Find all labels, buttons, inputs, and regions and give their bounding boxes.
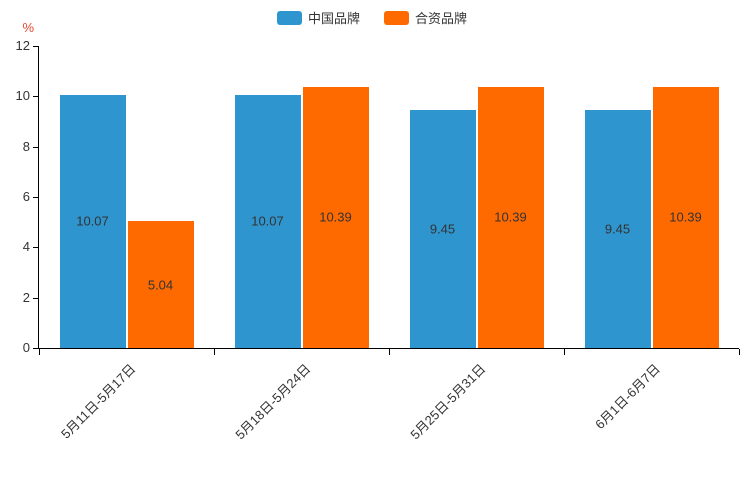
x-tick-mark bbox=[214, 349, 215, 355]
y-tick-mark bbox=[33, 96, 38, 98]
x-axis-label: 6月1日-6月7日 bbox=[592, 361, 664, 433]
bar-value-label: 9.45 bbox=[429, 221, 456, 237]
y-tick-label: 12 bbox=[15, 38, 30, 53]
x-axis-label: 5月11日-5月17日 bbox=[57, 361, 139, 442]
bar-value-label: 10.07 bbox=[76, 213, 109, 229]
y-tick-label: 0 bbox=[22, 340, 30, 355]
x-tick-mark bbox=[739, 349, 740, 355]
y-tick-label: 10 bbox=[15, 88, 30, 104]
y-tick-mark bbox=[33, 146, 38, 148]
bar-joint-venture-brand[interactable]: 5.04 bbox=[127, 221, 194, 348]
y-tick-label: 4 bbox=[22, 239, 30, 255]
legend-swatch-joint-venture-brand-icon bbox=[384, 10, 409, 25]
bar-china-brand[interactable]: 10.07 bbox=[59, 94, 126, 348]
y-tick-label: 6 bbox=[22, 189, 30, 204]
x-tick-mark bbox=[389, 349, 390, 355]
bar-china-brand[interactable]: 9.45 bbox=[409, 110, 476, 348]
legend-item-joint-venture-brand[interactable]: 合资品牌 bbox=[384, 8, 467, 27]
bar-value-label: 9.45 bbox=[604, 221, 631, 237]
bar-value-label: 10.39 bbox=[669, 209, 702, 225]
legend-label-joint-venture-brand: 合资品牌 bbox=[415, 11, 468, 26]
x-tick-mark bbox=[39, 349, 40, 355]
legend-label-china-brand: 中国品牌 bbox=[307, 11, 360, 26]
y-tick-mark bbox=[33, 46, 38, 47]
legend-item-china-brand[interactable]: 中国品牌 bbox=[276, 8, 360, 27]
bar-value-label: 5.04 bbox=[147, 277, 174, 293]
y-tick-mark bbox=[33, 197, 38, 198]
x-axis-label: 5月18日-5月24日 bbox=[232, 361, 314, 443]
bar-joint-venture-brand[interactable]: 10.39 bbox=[302, 86, 369, 348]
bar-value-label: 10.07 bbox=[251, 213, 284, 229]
x-axis-label: 5月25日-5月31日 bbox=[407, 361, 489, 443]
bar-value-label: 10.39 bbox=[494, 209, 527, 225]
bar-joint-venture-brand[interactable]: 10.39 bbox=[477, 86, 544, 348]
bar-joint-venture-brand[interactable]: 10.39 bbox=[652, 86, 719, 348]
x-tick-mark bbox=[564, 349, 565, 355]
y-tick-label: 8 bbox=[22, 138, 30, 154]
y-tick-mark bbox=[33, 297, 38, 299]
bar-value-label: 10.39 bbox=[319, 209, 352, 225]
bar-china-brand[interactable]: 9.45 bbox=[584, 110, 651, 348]
plot-area: 10.07 5.04 10.07 10.39 9.45 10.39 9.45 10.39 bbox=[38, 46, 740, 355]
x-axis-labels: 5月11日-5月17日 5月18日-5月24日 5月25日-5月31日 6月1日-6月… bbox=[38, 349, 738, 496]
legend: 中国品牌 合资品牌 bbox=[0, 8, 744, 27]
y-tick-mark bbox=[33, 247, 38, 249]
y-tick-label: 2 bbox=[22, 289, 30, 305]
y-axis-unit-label: % bbox=[22, 20, 34, 35]
y-tick-mark bbox=[33, 348, 38, 349]
bar-china-brand[interactable]: 10.07 bbox=[234, 94, 301, 348]
legend-swatch-china-brand-icon bbox=[276, 10, 302, 25]
